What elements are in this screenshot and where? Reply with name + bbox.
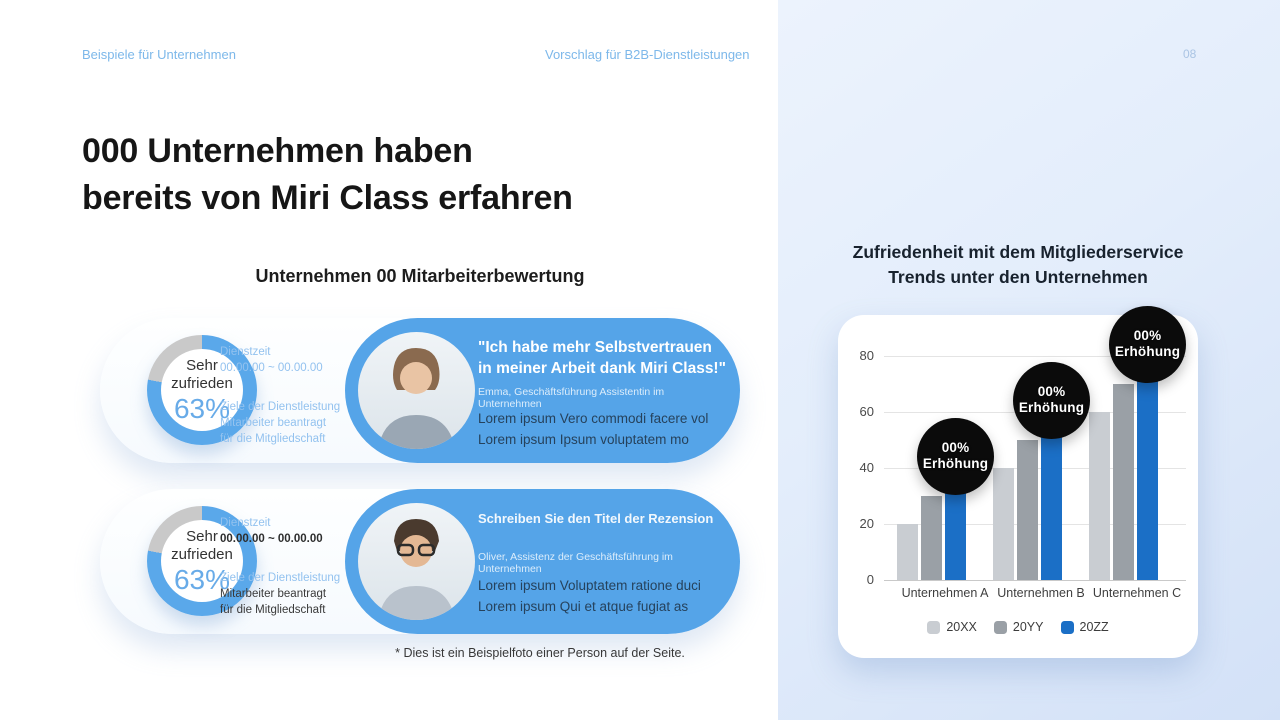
woman-portrait-photo [358, 332, 475, 449]
bar-Unternehmen C-20YY [1113, 384, 1134, 580]
ziele-label: Ziele der Dienstleistung [220, 401, 341, 413]
dienstzeit-value: 00.00.00 ~ 00.00.00 [220, 533, 323, 545]
bar-Unternehmen C-20XX [1089, 412, 1110, 580]
right-background-panel: 08 Zufriedenheit mit dem Mitgliederservi… [778, 0, 1280, 720]
dienstzeit-value: 00.00.00 ~ 00.00.00 [220, 362, 323, 374]
ziele-label: Ziele der Dienstleistung [220, 572, 341, 584]
testimonial-attribution: Emma, Geschäftsführung Assistentin im Un… [478, 386, 665, 410]
donut-chart-row2: Sehr zufrieden 63% [147, 506, 257, 616]
person-silhouette-icon [378, 348, 455, 449]
ziele-line2: für die Mitgliedschaft [220, 433, 326, 445]
donut-value: 63% [173, 392, 231, 424]
donut-chart-row1: Sehr zufrieden 63% [147, 335, 257, 445]
chart-title-line2: Trends unter den Unternehmen [888, 267, 1148, 287]
legend-item-20ZZ: 20ZZ [1060, 620, 1109, 634]
legend-swatch-20YY [993, 620, 1007, 634]
bar-Unternehmen A-20YY [921, 496, 942, 580]
bar-chart-card: 20XX 20YY 20ZZ 0 20 40 60 80 Unternehmen A Unter… [838, 305, 1198, 658]
y-tick-80: 80 [859, 348, 874, 363]
ziele-line1: Mitarbeiter beantragt [220, 588, 327, 600]
bar-group-Unternehmen C [1089, 370, 1158, 580]
review-title: Schreiben Sie den Titel der Rezension [478, 511, 714, 526]
donut-center-label: Sehr zufrieden 63% [161, 349, 243, 431]
legend-swatch-20ZZ [1060, 620, 1074, 634]
testimonial-attribution: Oliver, Assistenz der Geschäftsführung i… [478, 551, 673, 575]
donut-center-label: Sehr zufrieden 63% [161, 520, 243, 602]
bar-Unternehmen C-20ZZ [1137, 370, 1158, 580]
testimonial-body: Lorem ipsum Voluptatem ratione duci Lore… [478, 578, 701, 614]
donut-value: 63% [173, 563, 231, 595]
legend-swatch-20XX [927, 620, 941, 634]
legend-item-20XX: 20XX [927, 620, 977, 634]
y-tick-60: 60 [859, 404, 874, 419]
x-label-Unternehmen A: Unternehmen A [901, 586, 989, 600]
page-title-line1: 000 Unternehmen haben [82, 132, 473, 170]
dienstzeit-label: Dienstzeit [220, 517, 271, 529]
photo-disclaimer-footnote: * Dies ist ein Beispielfoto einer Person… [395, 646, 685, 660]
x-label-Unternehmen B: Unternehmen B [997, 586, 1085, 600]
breadcrumb-center: Vorschlag für B2B-Dienstleistungen [545, 47, 750, 62]
dienstzeit-label: Dienstzeit [220, 346, 271, 358]
bar-group-Unternehmen B [993, 426, 1062, 580]
section-subtitle: Unternehmen 00 Mitarbeiterbewertung [255, 266, 585, 286]
chart-legend: 20XX 20YY 20ZZ [838, 620, 1198, 634]
increase-badge-Unternehmen B: 00% Erhöhung [1013, 361, 1090, 439]
page-title: 000 Unternehmen haben bereits von Miri C… [82, 128, 573, 222]
gridline-80 [884, 356, 1186, 357]
bar-chart-plot-area [884, 356, 1186, 581]
chart-title: Zufriedenheit mit dem Mitgliederservice … [808, 240, 1228, 290]
testimonial-capsule-row2: Schreiben Sie den Titel der Rezension Ol… [345, 489, 740, 634]
person-silhouette-icon [378, 519, 455, 620]
page-title-line2: bereits von Miri Class erfahren [82, 179, 573, 217]
y-tick-40: 40 [859, 460, 874, 475]
increase-badge-Unternehmen A: 00% Erhöhung [917, 417, 994, 495]
increase-badge-Unternehmen C: 00% Erhöhung [1109, 305, 1186, 383]
service-info-row1: Dienstzeit 00.00.00 ~ 00.00.00 Ziele der… [220, 344, 345, 447]
x-label-Unternehmen C: Unternehmen C [1092, 586, 1182, 600]
breadcrumb-left: Beispiele für Unternehmen [82, 47, 236, 62]
gridline-0 [884, 580, 1186, 581]
bar-Unternehmen B-20ZZ [1041, 426, 1062, 580]
y-tick-20: 20 [859, 516, 874, 531]
testimonial-capsule-row1: "Ich habe mehr Selbstvertrauen in meiner… [345, 318, 740, 463]
service-info-row2: Dienstzeit 00.00.00 ~ 00.00.00 Ziele der… [220, 515, 345, 618]
legend-item-20YY: 20YY [993, 620, 1044, 634]
bar-Unternehmen A-20XX [897, 524, 918, 580]
bar-group-Unternehmen A [897, 482, 966, 580]
rating-row-1: Sehr zufrieden 63% Dienstzeit 00.00.00 ~ … [100, 318, 740, 463]
page-number: 08 [1183, 47, 1197, 61]
testimonial-quote: "Ich habe mehr Selbstvertrauen in meiner… [478, 339, 726, 377]
ziele-line2: für die Mitgliedschaft [220, 604, 326, 616]
testimonial-body: Lorem ipsum Vero commodi facere vol Lore… [478, 411, 709, 447]
ziele-line1: Mitarbeiter beantragt [220, 417, 327, 429]
y-tick-0: 0 [866, 572, 874, 587]
man-portrait-photo [358, 503, 475, 620]
bar-Unternehmen B-20XX [993, 468, 1014, 580]
bar-Unternehmen B-20YY [1017, 440, 1038, 580]
chart-title-line1: Zufriedenheit mit dem Mitgliederservice [852, 242, 1184, 262]
bar-Unternehmen A-20ZZ [945, 482, 966, 580]
rating-row-2: Sehr zufrieden 63% Dienstzeit 00.00.00 ~ … [100, 489, 740, 634]
